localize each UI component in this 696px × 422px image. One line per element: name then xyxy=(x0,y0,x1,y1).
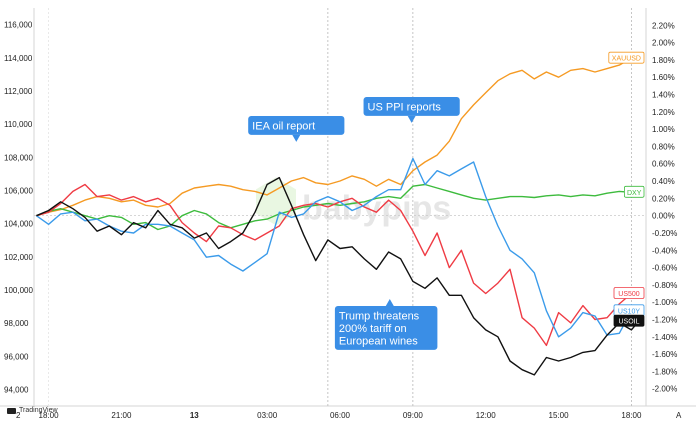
series-line-us500 xyxy=(36,183,632,347)
series-line-usoil xyxy=(36,176,640,376)
left-tick-label: 106,000 xyxy=(4,186,33,195)
right-tick-label: -1.20% xyxy=(652,315,677,324)
right-tick-label: -2.00% xyxy=(652,385,677,394)
series-line-xauusd xyxy=(36,57,632,217)
right-tick-label: -0.20% xyxy=(652,229,677,238)
annotation-text: Trump threatens xyxy=(339,311,420,323)
right-tick-label: -0.40% xyxy=(652,246,677,255)
left-tick-label: 116,000 xyxy=(4,21,33,30)
right-tick-label: 0.40% xyxy=(652,177,675,186)
series-label-xauusd: XAUUSD xyxy=(608,51,645,64)
x-tick-label: 13 xyxy=(190,411,199,420)
x-tick-label: 15:00 xyxy=(549,411,570,420)
x-tick-label: 09:00 xyxy=(403,411,424,420)
series-label-box xyxy=(608,51,645,64)
right-tick-label: -1.80% xyxy=(652,367,677,376)
right-tick-label: 0.20% xyxy=(652,194,675,203)
right-tick-label: -0.60% xyxy=(652,264,677,273)
right-tick-label: 1.40% xyxy=(652,91,675,100)
annotation-box xyxy=(334,306,438,350)
right-tick-label: 1.80% xyxy=(652,56,675,65)
series-label-box xyxy=(613,287,645,299)
series-label-text: US500 xyxy=(618,291,640,298)
series-label-text: USOIL xyxy=(618,319,639,326)
annotation-text: European wines xyxy=(339,336,418,348)
watermark-logo-icon xyxy=(256,177,296,226)
annotation-pointer xyxy=(385,299,394,306)
series-label-dxy: DXY xyxy=(624,185,645,198)
series-label-box xyxy=(624,185,645,198)
series-label-box xyxy=(613,314,645,327)
series-line-us10y xyxy=(35,157,633,338)
right-tick-label: 2.20% xyxy=(652,21,675,30)
series-label-us10y: US10Y xyxy=(613,304,645,317)
right-tick-label: -1.40% xyxy=(652,333,677,342)
right-tick-label: 0.60% xyxy=(652,160,675,169)
annotation-text: US PPI reports xyxy=(368,102,442,114)
x-tick-label: 18:00 xyxy=(621,411,642,420)
left-tick-label: 96,000 xyxy=(4,352,29,361)
series-label-text: XAUUSD xyxy=(612,56,641,63)
left-tick-label: 102,000 xyxy=(4,253,33,262)
left-tick-label: 104,000 xyxy=(4,220,33,229)
annotation-box xyxy=(248,116,345,135)
right-tick-label: 0.00% xyxy=(652,212,675,221)
left-tick-label: 112,000 xyxy=(4,87,33,96)
right-tick-label: 2.00% xyxy=(652,39,675,48)
x-tick-label: 12:00 xyxy=(476,411,497,420)
corner-right-label: A xyxy=(676,411,682,420)
series-label-us500: US500 xyxy=(613,287,645,299)
annotation-pointer xyxy=(292,134,301,142)
x-tick-label: 06:00 xyxy=(330,411,351,420)
left-tick-label: 98,000 xyxy=(4,319,29,328)
right-tick-label: -0.80% xyxy=(652,281,677,290)
right-tick-label: 1.60% xyxy=(652,73,675,82)
x-tick-label: 18:00 xyxy=(39,411,60,420)
annotation-text: IEA oil report xyxy=(252,121,315,133)
tradingview-label: TradingView xyxy=(19,407,58,414)
left-tick-label: 114,000 xyxy=(4,54,33,63)
right-tick-label: 1.00% xyxy=(652,125,675,134)
right-tick-label: 0.80% xyxy=(652,142,675,151)
x-tick-label: 03:00 xyxy=(257,411,278,420)
annotation-box xyxy=(363,97,460,116)
left-tick-label: 110,000 xyxy=(4,120,33,129)
watermark-text: babypips xyxy=(302,189,451,227)
x-tick-label: 21:00 xyxy=(111,411,132,420)
series-label-usoil: USOIL xyxy=(613,314,645,327)
tradingview-mark-icon xyxy=(7,407,16,414)
series-label-text: US10Y xyxy=(618,308,641,315)
annotation-text: 200% tariff on xyxy=(339,323,407,335)
series-label-text: DXY xyxy=(627,190,642,197)
right-tick-label: 1.20% xyxy=(652,108,675,117)
right-tick-label: -1.60% xyxy=(652,350,677,359)
corner-left-label: 2 xyxy=(16,411,21,420)
annotation-1: US PPI reports xyxy=(363,97,460,123)
annotation-pointer xyxy=(407,115,416,123)
left-tick-label: 108,000 xyxy=(4,153,33,162)
annotation-0: IEA oil report xyxy=(248,116,345,142)
tradingview-logo[interactable]: TradingView xyxy=(7,407,58,414)
left-tick-label: 100,000 xyxy=(4,286,33,295)
right-tick-label: -1.00% xyxy=(652,298,677,307)
left-tick-label: 94,000 xyxy=(4,385,29,394)
